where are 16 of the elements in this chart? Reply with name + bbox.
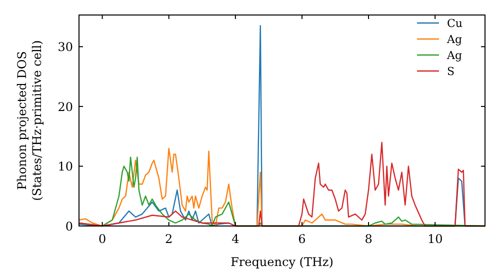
legend-label: S (447, 65, 455, 78)
y-tick-label: 20 (58, 100, 73, 114)
x-tick-label: 2 (165, 232, 173, 246)
legend-label: Ag (446, 33, 462, 46)
legend-label: Ag (446, 49, 462, 62)
y-tick-label: 30 (58, 40, 73, 54)
x-tick-label: 8 (364, 232, 372, 246)
x-tick-label: 4 (232, 232, 240, 246)
legend-label: Cu (447, 17, 463, 30)
y-tick-label: 0 (65, 220, 73, 234)
x-tick-label: 10 (427, 232, 443, 246)
y-axis-title: Phonon projected DOS (States/THz·primitive cell) (15, 40, 44, 201)
x-tick-label: 6 (298, 232, 306, 246)
x-tick-label: 0 (98, 232, 106, 246)
y-tick-label: 10 (58, 160, 73, 174)
x-axis-title: Frequency (THz) (230, 255, 334, 269)
